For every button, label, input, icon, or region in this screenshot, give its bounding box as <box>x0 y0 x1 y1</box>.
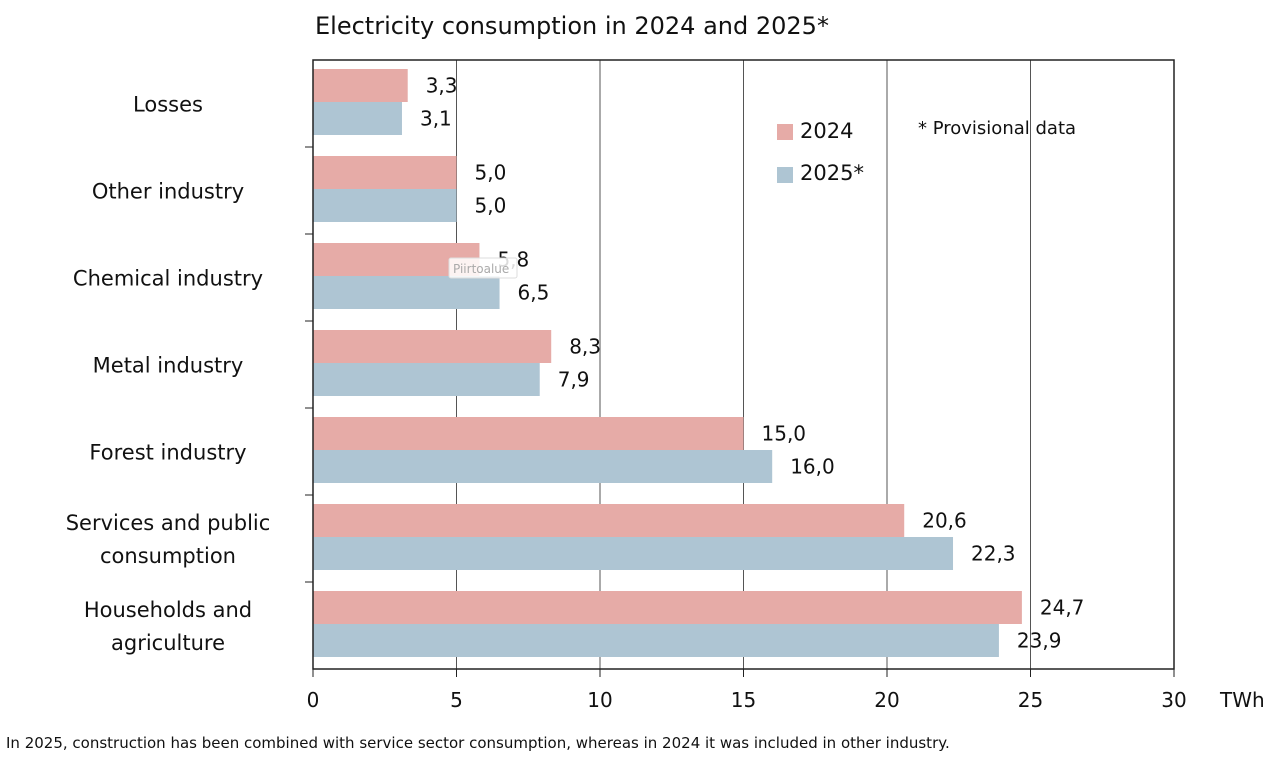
bar <box>313 504 905 537</box>
chart-title: Electricity consumption in 2024 and 2025… <box>315 12 829 40</box>
x-tick-label: 0 <box>307 688 320 712</box>
bar <box>313 69 408 102</box>
category-label: Forest industry <box>89 441 246 465</box>
bar <box>313 624 999 657</box>
bar <box>313 156 457 189</box>
bar <box>313 330 552 363</box>
data-label: 3,3 <box>426 74 458 98</box>
footnote: In 2025, construction has been combined … <box>6 734 950 752</box>
x-tick-label: 5 <box>450 688 463 712</box>
category-labels: Losses Other industry Chemical industry Met… <box>66 93 271 656</box>
category-label: Metal industry <box>93 354 244 378</box>
data-label: 3,1 <box>420 107 452 131</box>
bar <box>313 450 773 483</box>
bar <box>313 537 954 570</box>
data-label: 16,0 <box>790 455 835 479</box>
x-tick-label: 15 <box>731 688 756 712</box>
data-label: 20,6 <box>922 509 967 533</box>
data-label: 7,9 <box>558 368 590 392</box>
category-label: Losses <box>133 93 203 117</box>
tooltip-box <box>448 257 518 279</box>
x-tick-label: 25 <box>1018 688 1043 712</box>
bar <box>313 591 1022 624</box>
legend-label-2024: 2024 <box>800 119 853 143</box>
tooltip-text: Piirtoalue <box>453 262 509 276</box>
bar <box>313 102 402 135</box>
x-tick-label: 30 <box>1161 688 1186 712</box>
legend: 2024 2025* <box>777 119 864 185</box>
bar <box>313 363 540 396</box>
provisional-note: * Provisional data <box>918 118 1076 139</box>
legend-swatch-2024 <box>777 124 793 140</box>
data-label: 15,0 <box>762 422 807 446</box>
bar <box>313 417 744 450</box>
x-tick-label: 10 <box>587 688 612 712</box>
category-label: consumption <box>100 544 236 568</box>
data-label: 23,9 <box>1017 629 1062 653</box>
category-label: Other industry <box>92 180 244 204</box>
category-label: Services and public <box>66 511 271 535</box>
data-label: 5,0 <box>475 194 507 218</box>
data-label: 24,7 <box>1040 596 1085 620</box>
x-axis-unit: TWh <box>1219 688 1265 712</box>
data-label: 6,5 <box>518 281 550 305</box>
tooltip: Piirtoalue <box>448 257 518 279</box>
x-axis-ticks: 0 5 10 15 20 25 30 <box>307 669 1187 712</box>
data-label: 5,0 <box>475 161 507 185</box>
category-label: Chemical industry <box>73 267 263 291</box>
bar <box>313 276 500 309</box>
legend-label-2025: 2025* <box>800 161 864 185</box>
data-label: 8,3 <box>569 335 601 359</box>
bars <box>313 69 1022 657</box>
x-tick-label: 20 <box>874 688 899 712</box>
category-label: agriculture <box>111 631 225 655</box>
category-label: Households and <box>84 598 252 622</box>
data-label: 22,3 <box>971 542 1016 566</box>
value-labels: 3,33,15,05,05,86,58,37,915,016,020,622,3… <box>420 74 1084 653</box>
bar <box>313 189 457 222</box>
plot-area-frame <box>312 59 1175 670</box>
legend-swatch-2025 <box>777 167 793 183</box>
